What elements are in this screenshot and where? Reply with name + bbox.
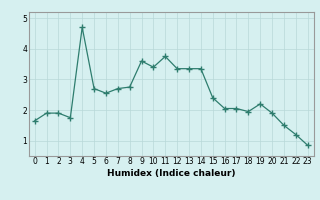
X-axis label: Humidex (Indice chaleur): Humidex (Indice chaleur) xyxy=(107,169,236,178)
